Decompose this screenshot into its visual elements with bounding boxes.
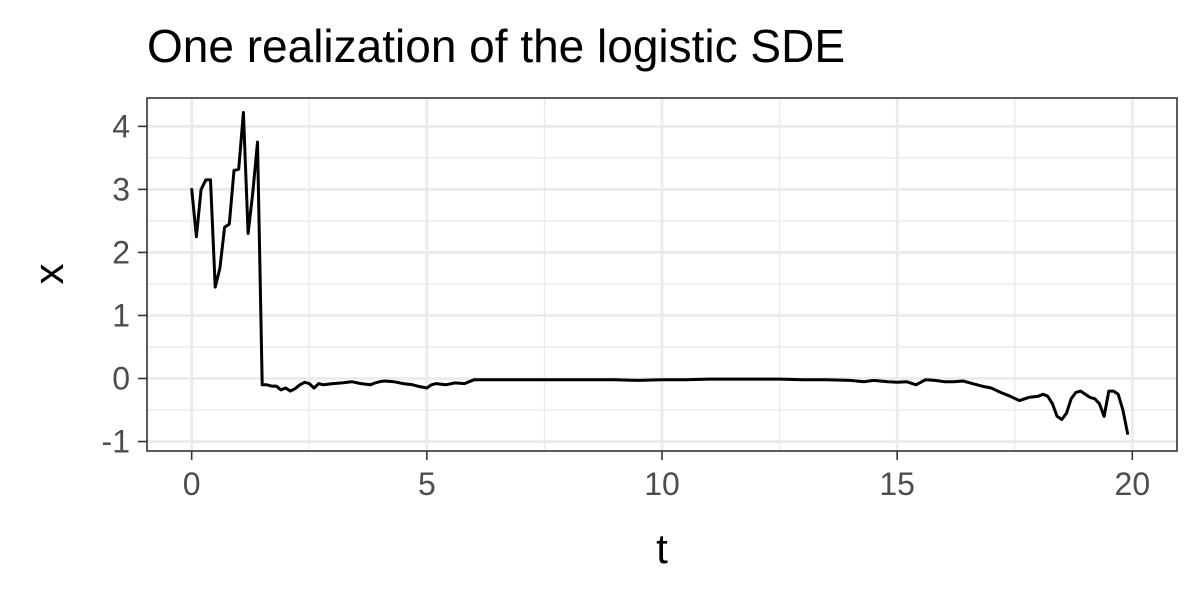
x-tick-label: 0 [183,466,201,502]
axis-ticks [138,125,1134,460]
y-tick-label: 1 [112,297,130,333]
y-tick-labels: -1 0 1 2 3 4 [102,108,130,459]
series-layer [190,111,1130,435]
chart-title: One realization of the logistic SDE [147,20,845,72]
y-tick-label: 2 [112,234,130,270]
y-axis-title: x [25,264,72,285]
x-axis-title: t [656,525,668,572]
x-tick-label: 15 [879,466,915,502]
series-line-1 [190,111,1130,435]
x-tick-label: 10 [644,466,680,502]
y-tick-label: -1 [102,424,130,460]
y-tick-label: 3 [112,171,130,207]
x-tick-label: 5 [418,466,436,502]
y-tick-label: 0 [112,361,130,397]
major-gridlines [147,98,1177,451]
x-tick-labels: 0 5 10 15 20 [183,466,1150,502]
x-tick-label: 20 [1115,466,1151,502]
y-tick-label: 4 [112,108,130,144]
